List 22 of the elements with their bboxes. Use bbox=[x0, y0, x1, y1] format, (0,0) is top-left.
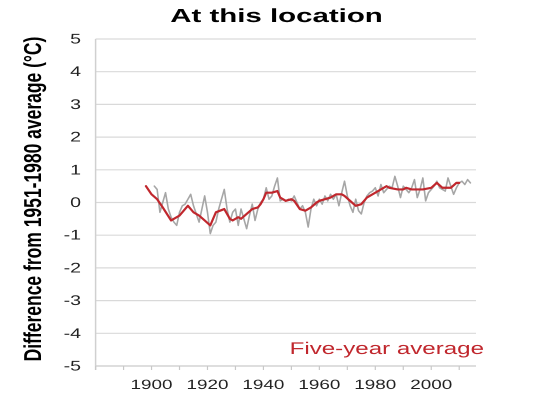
y-tick-label: -4 bbox=[64, 325, 81, 342]
y-tick-label: 3 bbox=[70, 96, 81, 112]
y-tick-label: 2 bbox=[70, 129, 81, 145]
x-tick-label: 1900 bbox=[130, 378, 173, 392]
y-tick-label: -5 bbox=[64, 358, 81, 374]
y-tick-label: -2 bbox=[64, 260, 81, 276]
x-tick-label: 1940 bbox=[242, 378, 284, 392]
y-tick-label: -1 bbox=[64, 227, 81, 244]
x-tick-label: 1980 bbox=[354, 378, 396, 392]
x-tick-label: 1960 bbox=[298, 378, 340, 392]
line-series bbox=[144, 182, 460, 226]
text: Five-year average bbox=[290, 339, 484, 358]
y-tick-label: -3 bbox=[64, 292, 81, 308]
line-series bbox=[154, 176, 472, 234]
x-tick-label: 2000 bbox=[410, 378, 452, 392]
y-tick-label: 0 bbox=[70, 194, 81, 210]
y-tick-label: 4 bbox=[70, 64, 81, 80]
y-tick-label: 1 bbox=[70, 162, 81, 178]
y-tick-label: 5 bbox=[70, 31, 81, 47]
chart-title: At this location bbox=[170, 6, 383, 27]
y-axis-title: Difference from 1951-1980 average (°C) bbox=[19, 36, 47, 362]
x-tick-label: 1920 bbox=[186, 378, 228, 392]
